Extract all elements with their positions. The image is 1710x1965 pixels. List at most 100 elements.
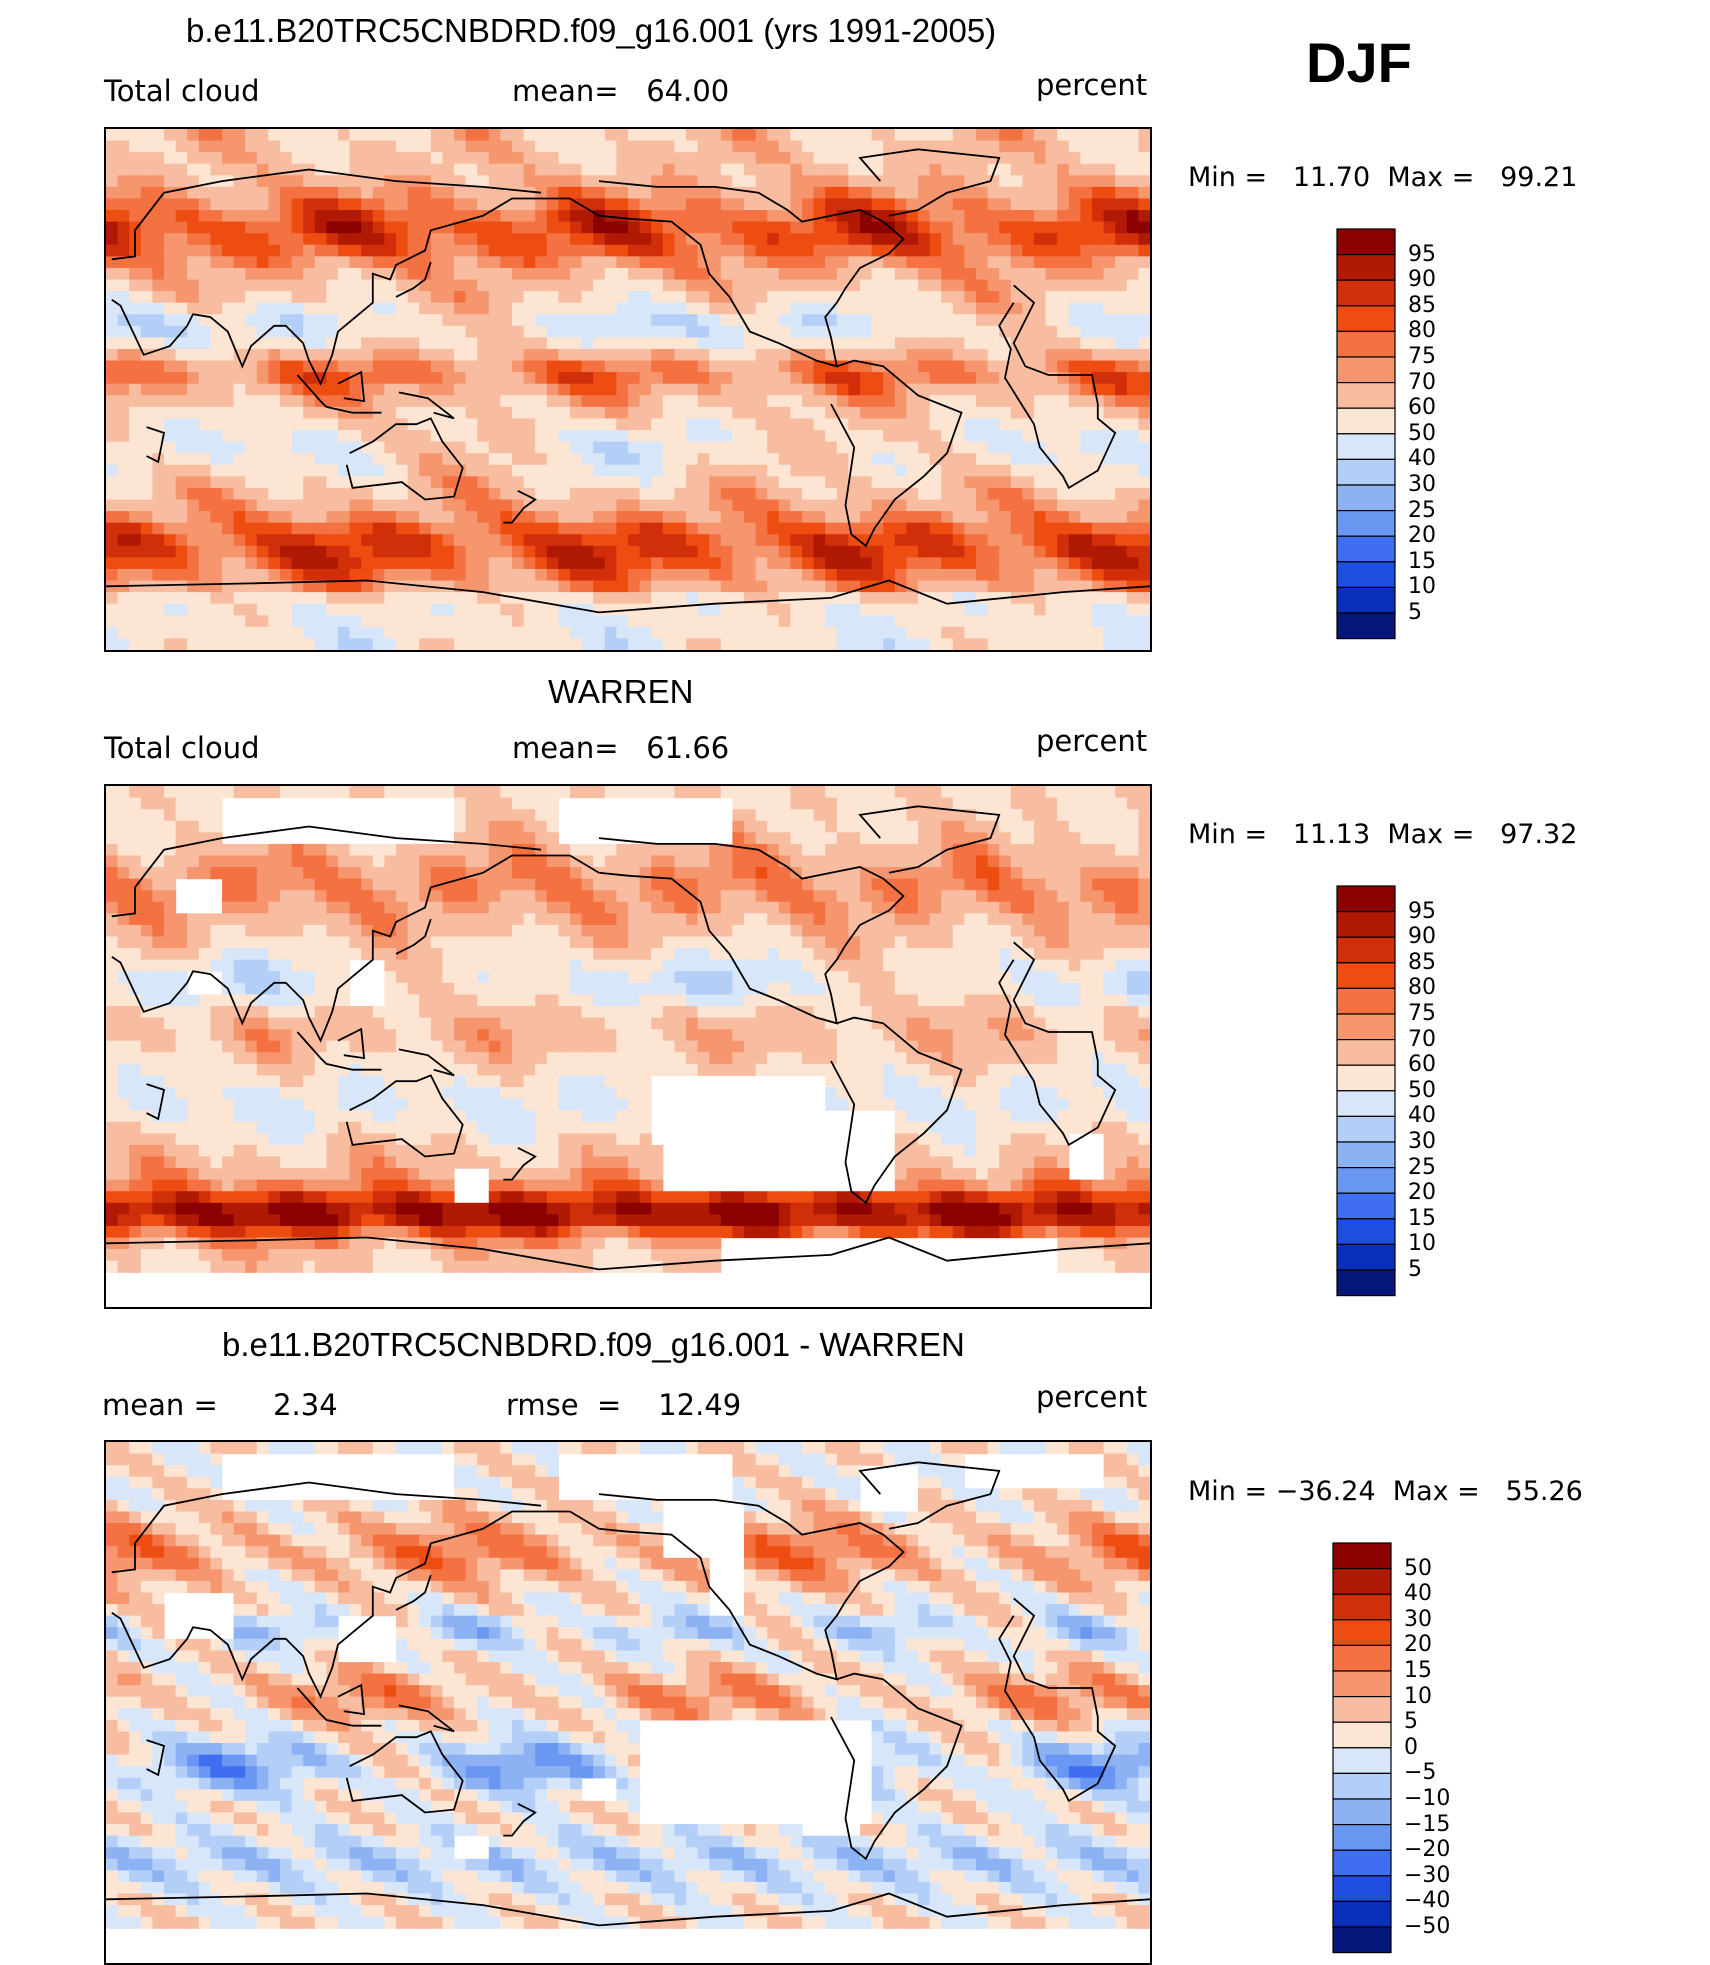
panel-1-mean-label: mean= 64.00 bbox=[512, 74, 730, 108]
colorbar-tick-label: 30 bbox=[1408, 472, 1436, 497]
colorbar-swatch bbox=[1332, 1644, 1392, 1672]
colorbar-swatch bbox=[1332, 1593, 1392, 1621]
coastline bbox=[395, 1574, 432, 1611]
colorbar-tick-label: 50 bbox=[1408, 420, 1436, 446]
coastline bbox=[395, 261, 432, 298]
colorbar-tick-label: 25 bbox=[1408, 497, 1436, 523]
panel-2-colorbar: 95 90 85 80 75 70 60 50 40 30 25 20 15 10 5 bbox=[1336, 885, 1436, 1302]
colorbar-swatch bbox=[1332, 1696, 1392, 1723]
colorbar-swatch bbox=[1332, 1926, 1392, 1954]
coastline bbox=[296, 1687, 382, 1727]
colorbar-swatch bbox=[1336, 279, 1396, 307]
colorbar-tick-label: 10 bbox=[1404, 1683, 1432, 1709]
panel-2-minmax: Min = 11.13 Max = 97.32 bbox=[1188, 819, 1578, 850]
colorbar-swatch bbox=[1336, 1039, 1396, 1066]
colorbar-tick-label: 90 bbox=[1408, 924, 1436, 950]
colorbar-swatch bbox=[1336, 458, 1396, 486]
panel-1-variable-label: Total cloud bbox=[104, 74, 260, 108]
colorbar-swatch bbox=[1336, 1064, 1396, 1092]
colorbar-tick-label: 80 bbox=[1408, 975, 1436, 1001]
panel-1-colorbar: 95 90 85 80 75 70 60 50 40 30 25 20 15 10 5 bbox=[1336, 228, 1436, 645]
colorbar-tick-label: 5 bbox=[1408, 600, 1422, 625]
colorbar-tick-label: 85 bbox=[1408, 292, 1436, 318]
colorbar-tick-label: 10 bbox=[1408, 1231, 1436, 1257]
colorbar-swatch bbox=[1336, 1243, 1396, 1271]
coastline bbox=[146, 426, 166, 464]
colorbar-tick-label: 15 bbox=[1404, 1658, 1432, 1683]
colorbar-tick-label: −30 bbox=[1404, 1862, 1451, 1888]
map-field-svg bbox=[106, 129, 1150, 650]
colorbar-swatch bbox=[1336, 254, 1396, 281]
coastline bbox=[146, 1739, 166, 1777]
coastline bbox=[337, 1683, 366, 1716]
colorbar-tick-label: 20 bbox=[1408, 1180, 1436, 1206]
colorbar-tick-label: 40 bbox=[1408, 1103, 1436, 1129]
coastline bbox=[569, 180, 905, 368]
colorbar-tick-label: 5 bbox=[1408, 1257, 1422, 1282]
colorbar-tick-label: 20 bbox=[1404, 1632, 1432, 1658]
coastline bbox=[503, 489, 537, 524]
colorbar-swatch bbox=[1336, 228, 1396, 256]
panel-1-title: b.e11.B20TRC5CNBDRD.f09_g16.001 (yrs 199… bbox=[186, 12, 997, 49]
colorbar-swatch bbox=[1332, 1824, 1392, 1851]
colorbar-tick-label: 85 bbox=[1408, 949, 1436, 975]
coastline bbox=[503, 1802, 537, 1837]
coastline bbox=[345, 1074, 464, 1158]
panel-3-minmax: Min = −36.24 Max = 55.26 bbox=[1188, 1476, 1583, 1507]
coastline bbox=[111, 825, 542, 918]
colorbar-swatch bbox=[1336, 407, 1396, 435]
colorbar-tick-label: −50 bbox=[1404, 1914, 1451, 1939]
coastline bbox=[111, 1481, 542, 1574]
colorbar-tick-label: −20 bbox=[1404, 1837, 1451, 1863]
colorbar-swatch bbox=[1336, 1141, 1396, 1169]
coastline bbox=[345, 1730, 464, 1814]
panel-1-units-label: percent bbox=[1036, 68, 1148, 102]
panel-2-mean-label: mean= 61.66 bbox=[512, 731, 730, 765]
colorbar-swatch bbox=[1336, 433, 1396, 461]
colorbar-swatch bbox=[1336, 962, 1396, 990]
coastline bbox=[858, 1461, 1001, 1530]
colorbar-swatch bbox=[1336, 1218, 1396, 1245]
colorbar-swatch bbox=[1336, 987, 1396, 1015]
colorbar-swatch bbox=[1336, 1013, 1396, 1041]
colorbar-svg bbox=[1332, 1542, 1392, 1954]
colorbar-svg bbox=[1336, 885, 1396, 1297]
colorbar-tick-label: 40 bbox=[1408, 446, 1436, 472]
colorbar-tick-label: −15 bbox=[1404, 1811, 1451, 1837]
colorbar-swatch bbox=[1336, 1167, 1396, 1194]
colorbar-swatch bbox=[1332, 1875, 1392, 1902]
colorbar-tick-label: 80 bbox=[1408, 318, 1436, 344]
coastline bbox=[337, 1027, 366, 1060]
panel-3-rmse-label: rmse = 12.49 bbox=[506, 1388, 742, 1422]
coastline bbox=[858, 805, 1001, 874]
colorbar-swatch bbox=[1336, 911, 1396, 938]
colorbar-swatch bbox=[1336, 885, 1396, 913]
colorbar-tick-label: 5 bbox=[1404, 1709, 1418, 1735]
colorbar-swatch bbox=[1332, 1900, 1392, 1928]
colorbar-swatch bbox=[1332, 1747, 1392, 1775]
colorbar-tick-label: 50 bbox=[1408, 1077, 1436, 1103]
coastline bbox=[569, 1493, 905, 1681]
colorbar-tick-label: 10 bbox=[1408, 574, 1436, 600]
colorbar-swatch bbox=[1336, 356, 1396, 384]
coastline bbox=[146, 1083, 166, 1121]
colorbar-tick-label: −5 bbox=[1404, 1760, 1437, 1786]
panel-2-map bbox=[104, 784, 1152, 1309]
panel-1-minmax: Min = 11.70 Max = 99.21 bbox=[1188, 162, 1578, 193]
coastline bbox=[111, 854, 570, 1043]
panel-3-map bbox=[104, 1440, 1152, 1965]
colorbar-swatch bbox=[1336, 305, 1396, 333]
panel-2-variable-label: Total cloud bbox=[104, 731, 260, 765]
colorbar-tick-label: 15 bbox=[1408, 1205, 1436, 1231]
coastline bbox=[830, 1672, 963, 1861]
colorbar-swatch bbox=[1332, 1772, 1392, 1800]
coastline bbox=[830, 359, 963, 548]
colorbar-tick-label: 40 bbox=[1404, 1581, 1432, 1607]
map-field-svg bbox=[106, 786, 1150, 1273]
coastline bbox=[398, 1704, 455, 1733]
colorbar-swatch bbox=[1336, 330, 1396, 358]
colorbar-swatch bbox=[1332, 1670, 1392, 1698]
colorbar-swatch bbox=[1336, 382, 1396, 409]
colorbar-swatch bbox=[1336, 484, 1396, 512]
colorbar-swatch bbox=[1332, 1619, 1392, 1647]
